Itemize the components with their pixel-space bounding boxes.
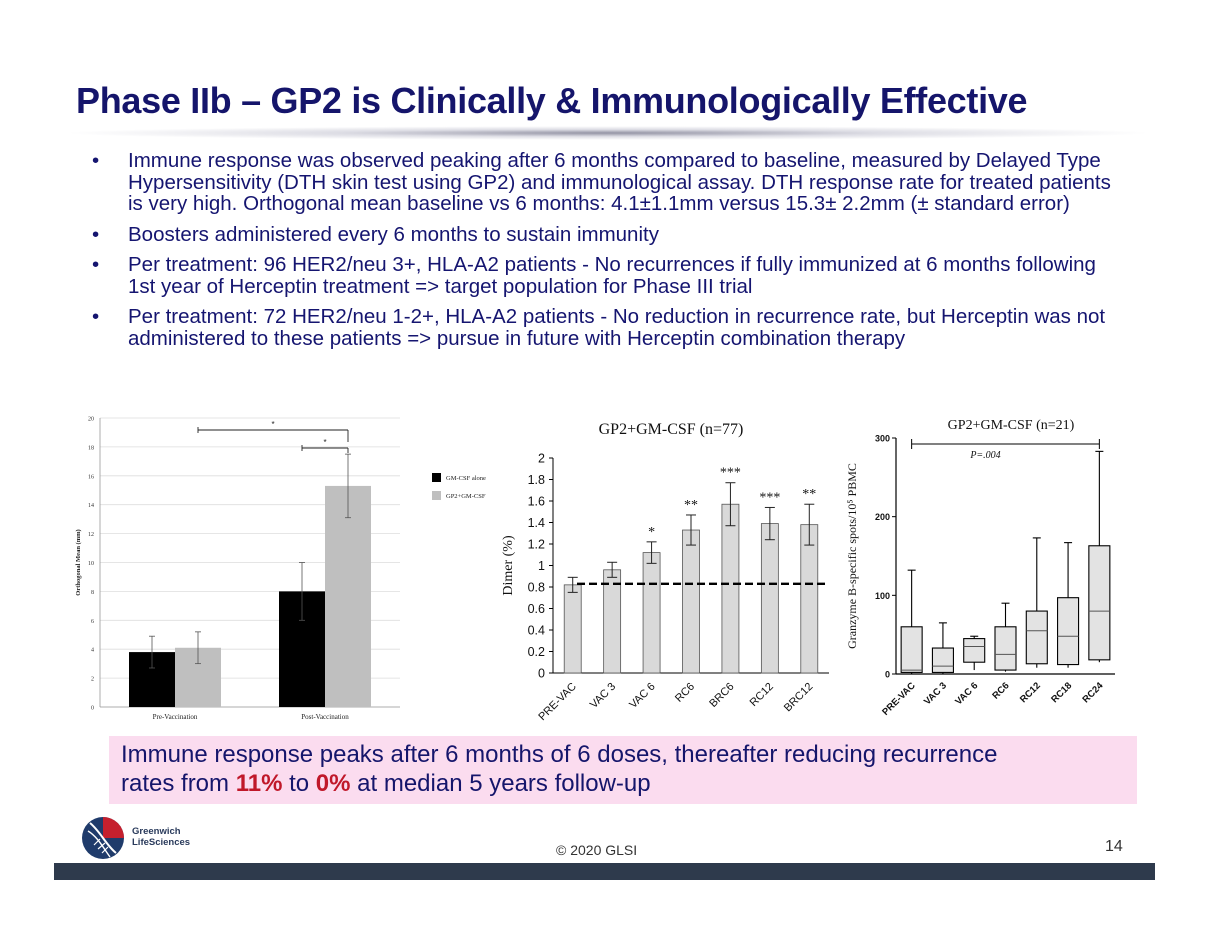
summary-callout: Immune response peaks after 6 months of … xyxy=(109,736,1137,804)
logo-line-1: Greenwich xyxy=(132,826,181,837)
x-tick-label: BRC6 xyxy=(707,681,736,710)
y-tick-label: 1.8 xyxy=(528,473,545,487)
y-tick-label: 0 xyxy=(91,706,94,712)
y-tick-label: 0.2 xyxy=(528,645,545,659)
y-tick-label: 20 xyxy=(88,417,94,423)
footer-bar xyxy=(54,863,1155,880)
bullet-item: Per treatment: 96 HER2/neu 3+, HLA-A2 pa… xyxy=(92,254,1122,297)
significance-label: ** xyxy=(684,498,698,513)
legend-swatch xyxy=(432,491,441,500)
bar xyxy=(800,524,819,674)
callout-line-1: Immune response peaks after 6 months of … xyxy=(121,741,998,768)
bar xyxy=(721,503,740,674)
x-tick-label: Post-Vaccination xyxy=(301,713,349,721)
y-tick-label: 1.2 xyxy=(528,538,545,552)
bar xyxy=(682,529,700,674)
significance-label: *** xyxy=(759,490,780,505)
y-tick-label: 0.6 xyxy=(528,602,545,616)
x-tick-label: RC6 xyxy=(990,680,1011,701)
x-tick-label: Pre-Vaccination xyxy=(153,713,198,721)
chart-title: GP2+GM-CSF (n=21) xyxy=(948,418,1075,433)
x-tick-label: RC6 xyxy=(673,681,697,705)
page-number: 14 xyxy=(1105,838,1123,855)
y-tick-label: 1.4 xyxy=(528,516,545,530)
bar xyxy=(325,485,371,707)
y-axis-label: Orthogonal Mean (mm) xyxy=(75,529,82,595)
bullet-item: Boosters administered every 6 months to … xyxy=(92,223,1122,246)
significance-label: * xyxy=(323,438,326,447)
y-tick-label: 0.8 xyxy=(528,581,545,595)
bullet-item: Per treatment: 72 HER2/neu 1-2+, HLA-A2 … xyxy=(92,306,1122,349)
x-tick-label: RC12 xyxy=(748,681,776,709)
x-tick-label: PRE-VAC xyxy=(536,681,579,724)
legend-label: GM-CSF alone xyxy=(446,475,486,482)
box xyxy=(1057,597,1080,666)
from-value: 11% xyxy=(235,770,283,797)
x-tick-label: BRC12 xyxy=(782,681,816,715)
bullet-item: Immune response was observed peaking aft… xyxy=(92,150,1122,215)
box xyxy=(1025,610,1048,665)
box xyxy=(963,638,986,663)
legend-label: GP2+GM-CSF xyxy=(446,493,486,500)
x-tick-label: RC12 xyxy=(1018,680,1043,705)
slide-title: Phase IIb – GP2 is Clinically & Immunolo… xyxy=(76,80,1028,121)
y-tick-label: 1 xyxy=(538,559,545,573)
bar xyxy=(760,523,779,674)
bar xyxy=(563,584,582,674)
to-value: 0% xyxy=(315,770,351,797)
bar xyxy=(642,552,661,674)
y-tick-label: 4 xyxy=(91,648,94,654)
x-tick-label: VAC 6 xyxy=(953,680,980,707)
chart-title: GP2+GM-CSF (n=77) xyxy=(599,421,744,438)
y-tick-label: 10 xyxy=(88,561,94,567)
significance-label: *** xyxy=(720,466,741,481)
significance-label: ** xyxy=(802,487,816,502)
y-tick-label: 18 xyxy=(88,445,94,451)
logo-line-2: LifeSciences xyxy=(132,837,191,848)
y-tick-label: 0 xyxy=(538,667,545,681)
x-tick-label: VAC 3 xyxy=(922,680,949,707)
y-tick-label: 2 xyxy=(91,677,94,683)
logo-text: Greenwich LifeSciences xyxy=(132,826,190,848)
x-tick-label: VAC 6 xyxy=(627,681,657,711)
callout-line-2: rates from 11% to 0% at median 5 years f… xyxy=(121,769,1125,798)
title-underline xyxy=(60,126,1155,140)
x-tick-label: RC24 xyxy=(1081,680,1106,705)
significance-label: * xyxy=(648,525,655,540)
x-tick-label: RC18 xyxy=(1049,680,1074,705)
x-tick-label: VAC 3 xyxy=(588,681,618,711)
y-axis-label: Dimer (%) xyxy=(501,535,516,596)
y-tick-label: 200 xyxy=(875,512,890,522)
callout-text: to xyxy=(282,770,316,797)
copyright: © 2020 GLSI xyxy=(556,842,638,858)
y-tick-label: 14 xyxy=(88,503,94,509)
bar xyxy=(603,569,622,674)
p-value-label: P=.004 xyxy=(969,450,1000,461)
y-tick-label: 12 xyxy=(88,532,94,538)
y-tick-label: 6 xyxy=(91,619,94,625)
y-tick-label: 300 xyxy=(875,434,890,444)
greenwich-logo-icon xyxy=(82,817,124,859)
significance-label: * xyxy=(271,420,274,429)
y-axis-label: Granzyme B-specific spots/10⁵ PBMC xyxy=(845,463,859,649)
legend-swatch xyxy=(432,473,441,482)
y-tick-label: 0 xyxy=(885,670,890,680)
y-tick-label: 100 xyxy=(875,591,890,601)
y-tick-label: 2 xyxy=(538,452,545,466)
box xyxy=(900,626,923,673)
y-tick-label: 0.4 xyxy=(528,624,545,638)
box xyxy=(1088,545,1111,661)
x-tick-label: PRE-VAC xyxy=(880,680,918,718)
y-tick-label: 16 xyxy=(88,474,94,480)
callout-text: at median 5 years follow-up xyxy=(350,770,651,797)
box xyxy=(994,626,1017,671)
y-tick-label: 8 xyxy=(91,590,94,596)
y-tick-label: 1.6 xyxy=(528,495,545,509)
box xyxy=(931,647,954,673)
dimer-bar-chart: GP2+GM-CSF (n=77) 0 0.2 0.4 0.6 0.8 1 1.2 1.4 1.6… xyxy=(501,421,829,724)
bullet-list: Immune response was observed peaking aft… xyxy=(92,150,1122,358)
dth-bar-chart: 0 2 4 6 8 10 12 14 16 18 20 Pre-Vaccination Post-Vac… xyxy=(75,417,486,722)
callout-text: rates from xyxy=(121,770,236,797)
